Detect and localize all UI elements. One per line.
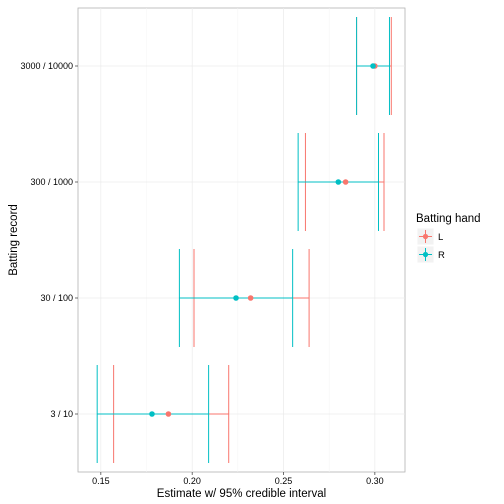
y-tick-label: 300 / 1000 xyxy=(30,177,73,187)
chart-marks xyxy=(96,17,392,463)
y-tick-label: 3000 / 10000 xyxy=(20,61,73,71)
legend-label-r: R xyxy=(438,250,445,261)
x-tick-label: 0.30 xyxy=(366,476,384,486)
legend-title: Batting hand xyxy=(416,213,481,225)
x-tick-label: 0.20 xyxy=(183,476,201,486)
point-r xyxy=(149,411,155,417)
y-tick-label: 3 / 10 xyxy=(50,409,73,419)
x-tick-label: 0.15 xyxy=(92,476,110,486)
point-l xyxy=(165,411,172,417)
point-r xyxy=(233,295,239,301)
y-tick-label: 30 / 100 xyxy=(40,293,73,303)
point-r xyxy=(370,63,376,69)
legend-point-l xyxy=(422,233,429,240)
y-axis-title: Batting record xyxy=(8,204,20,276)
point-r xyxy=(335,179,342,185)
legend: Batting hand LR xyxy=(416,213,481,264)
point-l xyxy=(247,295,254,301)
y-axis: 3 / 10 30 / 100 300 / 1000 3000 / 10000 xyxy=(20,61,78,419)
x-axis: 0.15 0.20 0.25 0.30 xyxy=(92,472,384,486)
point-l xyxy=(342,179,349,185)
x-axis-title: Estimate w/ 95% credible interval xyxy=(157,488,326,500)
legend-point-r xyxy=(422,251,429,258)
plot-panel xyxy=(77,7,406,473)
x-tick-label: 0.25 xyxy=(275,476,293,486)
legend-label-l: L xyxy=(438,232,443,243)
